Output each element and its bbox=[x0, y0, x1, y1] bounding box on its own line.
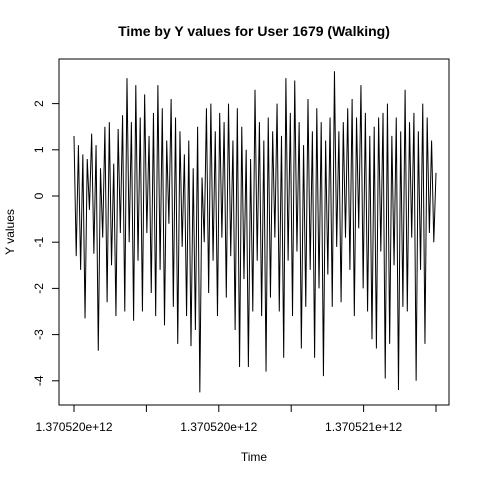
x-tick-label: 1.370520e+12 bbox=[180, 420, 257, 434]
data-line-group bbox=[73, 71, 437, 393]
series-line bbox=[73, 71, 437, 393]
y-tick-label: 2 bbox=[32, 100, 46, 107]
x-tick-label: 1.370520e+12 bbox=[35, 420, 112, 434]
y-tick-label: -4 bbox=[32, 375, 46, 386]
x-axis-label: Time bbox=[241, 450, 268, 464]
y-tick-label: 0 bbox=[32, 192, 46, 199]
y-tick-label: 1 bbox=[32, 146, 46, 153]
y-axis-label: Y values bbox=[3, 209, 17, 255]
y-tick-label: -2 bbox=[32, 283, 46, 294]
y-axis: -4 -3 -2 -1 0 1 2 bbox=[32, 100, 59, 386]
x-axis: 1.370520e+12 1.370520e+12 1.370521e+12 bbox=[35, 404, 437, 434]
y-tick-label: -1 bbox=[32, 237, 46, 248]
x-tick-label: 1.370521e+12 bbox=[325, 420, 402, 434]
chart-title: Time by Y values for User 1679 (Walking) bbox=[118, 23, 390, 39]
y-tick-label: -3 bbox=[32, 329, 46, 340]
